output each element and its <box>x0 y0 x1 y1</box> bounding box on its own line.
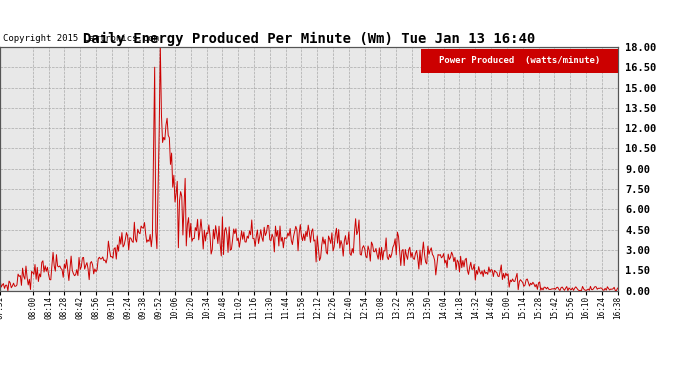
Text: Copyright 2015 Cartronics.com: Copyright 2015 Cartronics.com <box>3 34 159 43</box>
Text: Power Produced  (watts/minute): Power Produced (watts/minute) <box>439 57 600 65</box>
Title: Daily Energy Produced Per Minute (Wm) Tue Jan 13 16:40: Daily Energy Produced Per Minute (Wm) Tu… <box>83 32 535 46</box>
